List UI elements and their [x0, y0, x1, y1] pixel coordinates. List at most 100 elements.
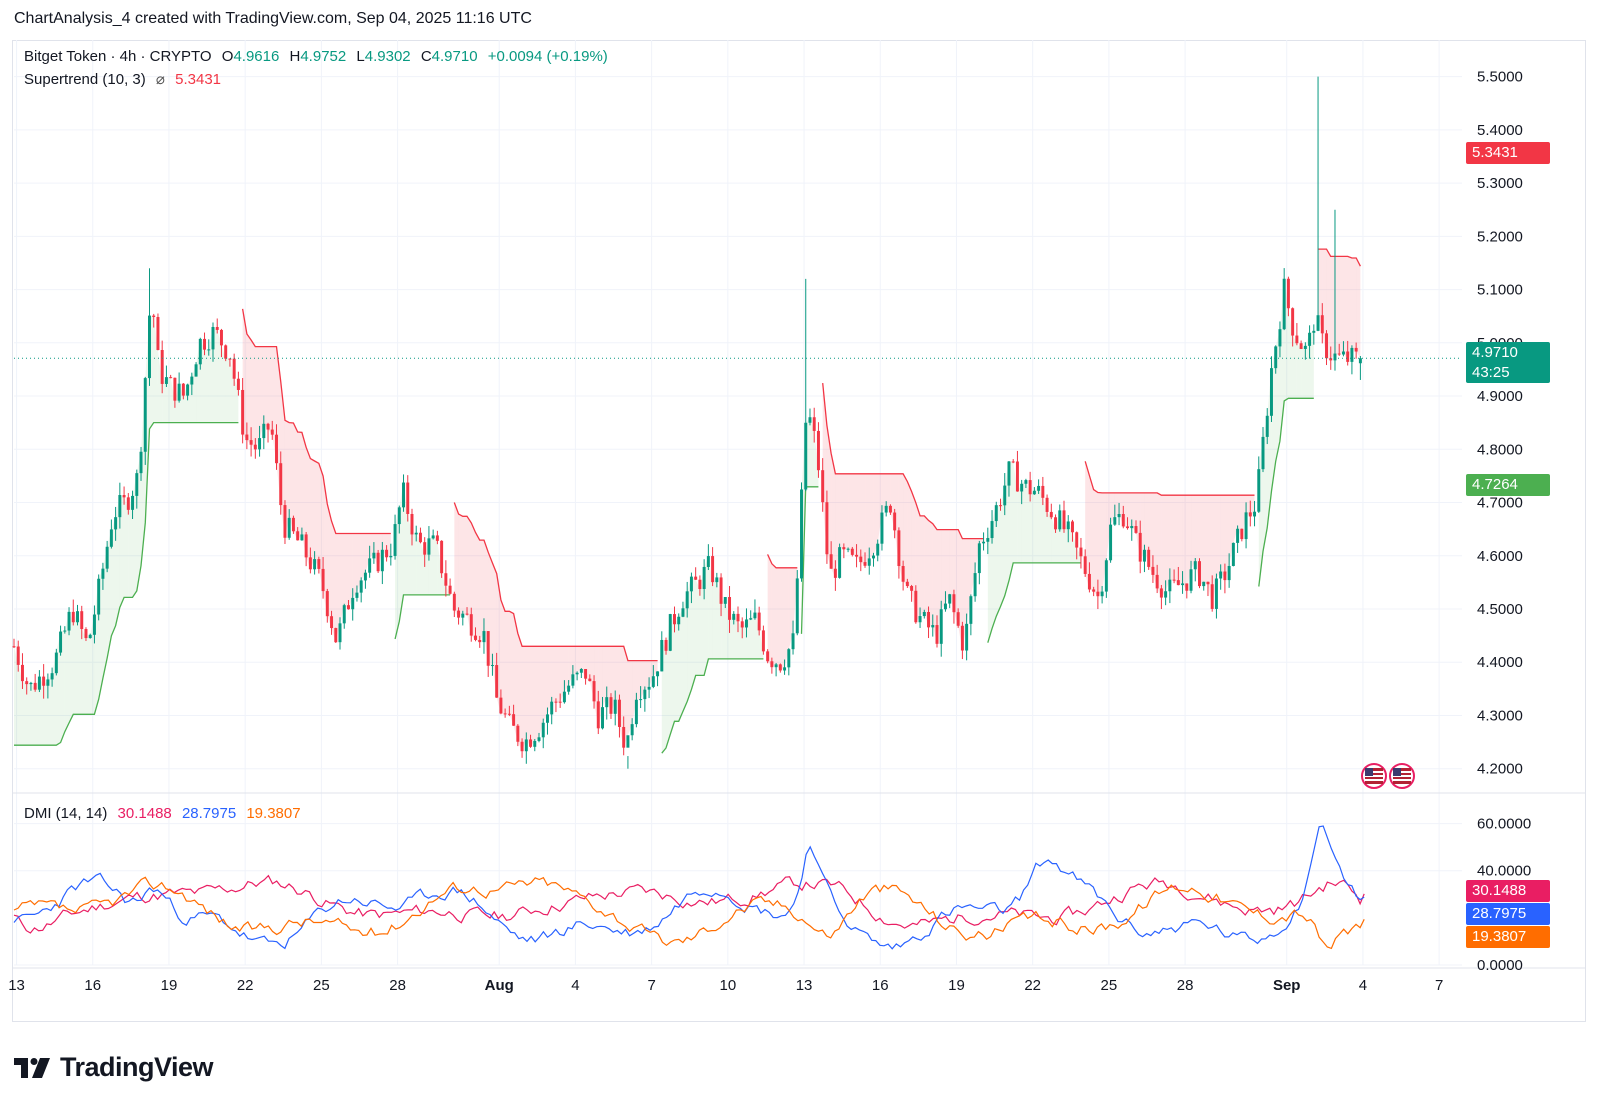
candle-body: [1358, 358, 1362, 364]
candle-body: [37, 676, 41, 690]
candle-body: [888, 505, 892, 513]
candle-body: [478, 639, 482, 643]
candle-body: [359, 580, 363, 593]
supertrend-fill: [246, 333, 252, 445]
supertrend-label[interactable]: Supertrend (10, 3): [24, 71, 146, 88]
candle-body: [1350, 347, 1354, 362]
supertrend-fill: [560, 646, 565, 703]
supertrend-fill: [1161, 495, 1166, 598]
supertrend-fill: [1301, 345, 1306, 399]
supertrend-fill: [1318, 249, 1323, 334]
candle-body: [156, 317, 160, 351]
tradingview-logo-icon: [14, 1057, 50, 1078]
supertrend-fill: [157, 350, 163, 423]
supertrend-fill: [564, 646, 569, 692]
supertrend-fill: [1030, 490, 1035, 563]
supertrend-fill: [64, 611, 70, 732]
candle-body: [656, 671, 660, 677]
candle-body: [651, 676, 655, 687]
supertrend-fill: [788, 567, 794, 650]
supertrend-fill: [162, 377, 167, 423]
candle-body: [685, 591, 689, 609]
candle-body: [198, 338, 202, 365]
candle-body: [1320, 315, 1324, 334]
candle-body: [800, 489, 803, 579]
change-value: +0.0094 (+0.19%): [487, 48, 608, 65]
candle-body: [757, 612, 761, 631]
candle-body: [791, 633, 795, 650]
candle-body: [448, 585, 452, 594]
candle-body: [833, 568, 837, 578]
supertrend-fill: [1114, 492, 1120, 518]
us-flag-icon[interactable]: [1360, 762, 1418, 790]
candle-body: [169, 377, 173, 379]
economic-events[interactable]: [1360, 762, 1418, 790]
candle-body: [461, 613, 465, 618]
supertrend-fill: [433, 535, 438, 595]
supertrend-fill: [517, 633, 523, 752]
candle-body: [287, 517, 291, 538]
candle-body: [270, 429, 274, 435]
supertrend-fill: [1008, 461, 1014, 581]
candle-body: [1164, 591, 1168, 598]
candle-body: [1096, 591, 1100, 597]
time-tick-label: Aug: [485, 977, 514, 994]
candle-body: [1011, 461, 1015, 463]
candle-body: [143, 378, 147, 452]
candle-body: [736, 613, 740, 622]
supertrend-fill: [920, 515, 925, 617]
supertrend-fill: [39, 676, 44, 746]
candle-body: [634, 699, 638, 725]
candle-body: [1037, 485, 1041, 491]
supertrend-fill: [297, 432, 302, 541]
close-value: 4.9710: [431, 48, 478, 65]
supertrend-fill: [903, 473, 908, 587]
supertrend-fill: [1224, 495, 1230, 581]
supertrend-fill: [869, 473, 874, 559]
supertrend-up-line: [800, 486, 819, 634]
supertrend-lower-tag-wrap: 4.7264: [1466, 474, 1550, 496]
candle-body: [414, 532, 418, 535]
hidden-icon[interactable]: ⌀: [155, 71, 165, 88]
candle-body: [148, 315, 151, 379]
tradingview-logo[interactable]: TradingView: [14, 1052, 214, 1083]
candle-body: [1193, 561, 1197, 570]
supertrend-fill: [699, 566, 705, 676]
candle-body: [1142, 549, 1146, 562]
candle-body: [228, 358, 232, 360]
candle-body: [1070, 521, 1074, 533]
supertrend-fill: [996, 505, 1001, 617]
candle-body: [76, 611, 79, 623]
supertrend-fill: [263, 346, 269, 430]
symbol-label[interactable]: Bitget Token · 4h · CRYPTO: [24, 48, 212, 65]
supertrend-fill: [759, 630, 764, 659]
candle-body: [1083, 556, 1087, 574]
candle-body: [681, 608, 685, 617]
time-tick-label: 22: [1024, 977, 1041, 994]
candle-body: [1341, 351, 1345, 355]
candle-body: [761, 630, 765, 652]
candle-body: [474, 635, 477, 640]
candle-body: [42, 676, 46, 686]
supertrend-fill: [784, 567, 789, 668]
supertrend-fill: [479, 540, 484, 643]
supertrend-fill: [780, 567, 785, 671]
candle-body: [1248, 512, 1252, 517]
supertrend-fill: [530, 646, 535, 747]
candle-body: [330, 616, 334, 629]
candle-body: [97, 578, 101, 615]
chart-canvas[interactable]: 4.2000 4.3000 4.4000 4.5000 4.6000 4.7000 4.80…: [0, 0, 1600, 1040]
candle-body: [1333, 353, 1337, 361]
candle-body: [804, 422, 808, 490]
candle-body: [33, 682, 37, 690]
candle-body: [825, 502, 829, 555]
dmi-label[interactable]: DMI (14, 14): [24, 805, 108, 822]
candle-body: [253, 444, 257, 450]
candle-body: [20, 664, 24, 682]
candle-body: [677, 616, 681, 625]
supertrend-fill: [1038, 485, 1043, 563]
candle-body: [1054, 517, 1058, 530]
candle-body: [1291, 308, 1295, 336]
supertrend-fill: [606, 646, 611, 714]
candle-body: [241, 389, 245, 435]
